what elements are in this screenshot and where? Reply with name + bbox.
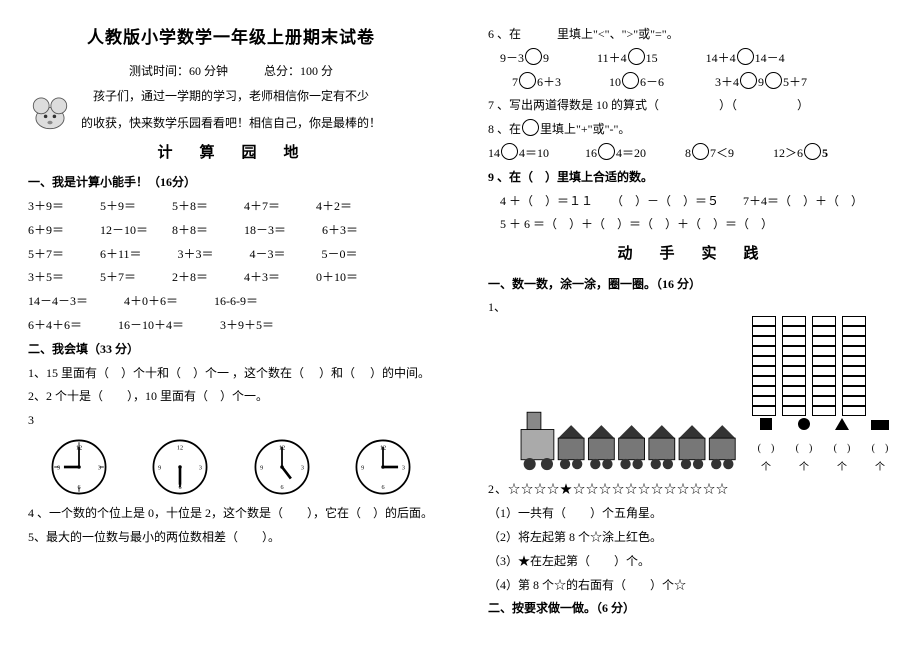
svg-text:3: 3 — [402, 465, 405, 472]
blank-circle — [740, 72, 757, 89]
q1: 1、15 里面有（ ）个十和（ ）个一 ，这个数在（ ）和（ ）的中间。 — [28, 362, 434, 385]
q9-row2: 5 ＋ 6 ＝（ ）＋（ ）＝（ ）＋（ ）＝（ ） — [488, 213, 894, 236]
calc-row-6: 6＋4＋6＝ 16－10＋4＝ 3＋9＋5＝ — [28, 314, 434, 337]
problem-1-figure: 1、 — [488, 296, 894, 477]
triangle-shape — [828, 418, 856, 437]
p2d: （4）第 8 个☆的右面有（ ）个☆ — [488, 574, 894, 597]
blank-circle — [804, 143, 821, 160]
blank-circle — [628, 48, 645, 65]
blank-circle — [501, 143, 518, 160]
page-subtitle: 测试时间：60 分钟 总分：100 分 — [28, 60, 434, 83]
svg-text:6: 6 — [280, 484, 283, 491]
q5: 5、最大的一位数与最小的两位数相差（ ）。 — [28, 526, 434, 549]
p2b: （2）将左起第 8 个☆涂上红色。 — [488, 526, 894, 549]
blank-circle — [525, 48, 542, 65]
page-title: 人教版小学数学一年级上册期末试卷 — [28, 22, 434, 54]
count-label: ( ) 个 — [790, 439, 818, 477]
q9-row1: 4 ＋（ ）＝１１ （ ）－（ ）＝５ 7＋4＝（ ）＋（ ） — [488, 190, 894, 213]
square-shape — [752, 418, 780, 437]
blank-circle — [692, 143, 709, 160]
blank-circle — [622, 72, 639, 89]
tally-bars: ( ) 个 ( ) 个 ( ) 个 ( ) 个 — [752, 296, 894, 477]
calc-row-4: 3＋5＝ 5＋7＝ 2＋8＝ 4＋3＝ 0＋10＝ — [28, 266, 434, 289]
bar-3 — [812, 316, 836, 416]
q6-row2: 76＋3 106－6 3＋495＋7 — [488, 71, 894, 94]
count-label: ( ) 个 — [828, 439, 856, 477]
blank-circle — [765, 72, 782, 89]
s2-heading-1: 一、数一数，涂一涂，圈一圈。（16 分） — [488, 273, 894, 296]
count-label: ( ) 个 — [752, 439, 780, 477]
svg-text:9: 9 — [57, 465, 60, 472]
q8-row: 144＝10 164＝20 87＜9 12＞65 — [488, 142, 894, 165]
svg-text:3: 3 — [199, 465, 202, 472]
calc-row-2: 6＋9＝ 12－10＝ 8＋8＝ 18－3＝ 6＋3＝ — [28, 219, 434, 242]
section1-heading: 计 算 园 地 — [28, 139, 434, 168]
q8-prompt: 8 、在里填上"+"或"-"。 — [488, 118, 894, 141]
section2-heading: 动 手 实 践 — [488, 240, 894, 269]
p1-label: 1、 — [488, 296, 506, 319]
blank-circle — [519, 72, 536, 89]
s1-heading-2: 二、我会填（33 分） — [28, 338, 434, 361]
q6-prompt: 6 、在 里填上"<"、">"或"="。 — [488, 23, 894, 46]
count-label: ( ) 个 — [866, 439, 894, 477]
shapes-legend — [752, 418, 894, 437]
calc-row-1: 3＋9＝ 5＋9＝ 5＋8＝ 4＋7＝ 4＋2＝ — [28, 195, 434, 218]
left-column: 人教版小学数学一年级上册期末试卷 测试时间：60 分钟 总分：100 分 孩子们… — [0, 0, 460, 650]
blank-circle — [737, 48, 754, 65]
svg-text:12: 12 — [177, 444, 183, 451]
q4: 4 、一个数的个位上是 0，十位是 2，这个数是（ ），它在（ ）的后面。 — [28, 502, 434, 525]
right-column: 6 、在 里填上"<"、">"或"="。 9－39 11＋415 14＋414－… — [460, 0, 920, 650]
s1-heading-1: 一、我是计算小能手！（16分） — [28, 171, 434, 194]
blank-circle — [598, 143, 615, 160]
bar-1 — [752, 316, 776, 416]
bar-2 — [782, 316, 806, 416]
clock-1: 12 3 6 9 — [48, 436, 110, 498]
svg-text:3: 3 — [301, 465, 304, 472]
s2-heading-2: 二、按要求做一做。（6 分） — [488, 597, 894, 620]
circle-shape — [790, 418, 818, 437]
bar-4 — [842, 316, 866, 416]
clock-4: 12 3 6 9 — [352, 436, 414, 498]
clock-2: 12 3 6 9 — [149, 436, 211, 498]
q2: 2、2 个十是（ ），10 里面有（ ）个一。 — [28, 385, 434, 408]
intro-line-1: 孩子们，通过一学期的学习，老师相信你一定有不少 — [28, 85, 434, 108]
blank-circle — [522, 119, 539, 136]
train-icon — [516, 382, 742, 477]
svg-text:9: 9 — [158, 465, 161, 472]
svg-text:6: 6 — [77, 484, 80, 491]
intro-line-2: 的收获，快来数学乐园看看吧！相信自己，你是最棒的！ — [28, 112, 434, 135]
calc-row-3: 5＋7＝ 6＋11＝ 3＋3＝ 4－3＝ 5－0＝ — [28, 243, 434, 266]
q9-prompt: 9 、在（ ）里填上合适的数。 — [488, 166, 894, 189]
q6a-text: 6 、在 里填上"<"、">"或"="。 — [488, 27, 679, 41]
p2c: （3）★在左起第（ ）个。 — [488, 550, 894, 573]
p2: 2、☆☆☆☆★☆☆☆☆☆☆☆☆☆☆☆☆ — [488, 478, 894, 501]
svg-text:9: 9 — [361, 465, 364, 472]
worksheet-page: 人教版小学数学一年级上册期末试卷 测试时间：60 分钟 总分：100 分 孩子们… — [0, 0, 920, 650]
shapes-labels: ( ) 个 ( ) 个 ( ) 个 ( ) 个 — [752, 439, 894, 477]
svg-text:3: 3 — [98, 465, 101, 472]
q3: 3 — [28, 409, 434, 432]
q6-row1: 9－39 11＋415 14＋414－4 — [488, 47, 894, 70]
rect-shape — [866, 418, 894, 437]
svg-text:9: 9 — [260, 465, 263, 472]
p2a: （1）一共有（ ）个五角星。 — [488, 502, 894, 525]
q7: 7 、写出两道得数是 10 的算式（ ）（ ） — [488, 94, 894, 117]
calc-row-5: 14－4－3＝ 4＋0＋6＝ 16-6-9＝ — [28, 290, 434, 313]
svg-text:6: 6 — [382, 484, 385, 491]
clock-3: 12 3 6 9 — [251, 436, 313, 498]
clocks-row: 12 3 6 9 12 3 6 9 12 3 — [28, 436, 434, 498]
